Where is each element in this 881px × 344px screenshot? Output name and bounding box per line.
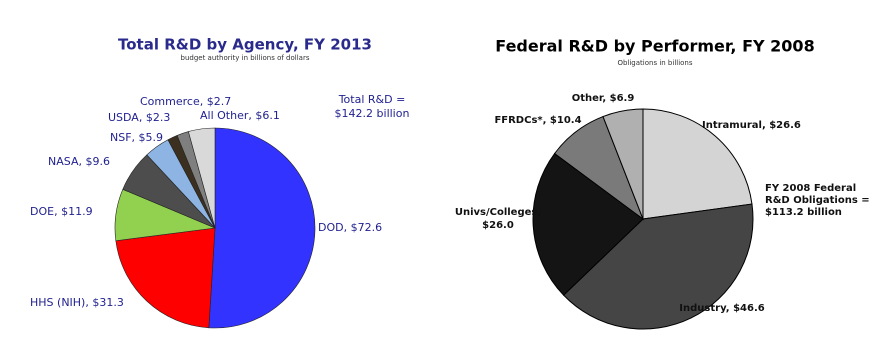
annotation: $113.2 billion	[765, 207, 842, 218]
slice-label: Intramural, $26.6	[702, 120, 801, 131]
slice-label: $26.0	[482, 220, 514, 231]
pie-slice	[602, 108, 644, 220]
slice-label: DOD, $72.6	[318, 221, 382, 234]
slice-label: FFRDCs*, $10.4	[494, 115, 581, 126]
chart-subtitle: Obligations in billions	[617, 59, 692, 67]
pie-slice	[642, 108, 753, 220]
slice-label: USDA, $2.3	[108, 111, 170, 124]
pie-slice	[562, 203, 754, 330]
annotation: FY 2008 Federal	[765, 183, 856, 194]
annotation: Total R&D =	[338, 93, 406, 106]
slice-label: DOE, $11.9	[30, 205, 93, 218]
pie-slice	[188, 127, 216, 229]
annotation: R&D Obligations =	[765, 195, 870, 206]
slice-label: Commerce, $2.7	[140, 95, 231, 108]
chart-title: Total R&D by Agency, FY 2013	[118, 36, 372, 54]
slice-label: NSF, $5.9	[110, 131, 163, 144]
slice-label: Univs/Colleges,	[455, 207, 541, 218]
slice-label: All Other, $6.1	[200, 109, 280, 122]
slice-label: HHS (NIH), $31.3	[30, 296, 124, 309]
annotation: $142.2 billion	[335, 107, 410, 120]
pie-slice	[115, 227, 216, 329]
pie-slice	[532, 152, 644, 296]
slice-label: Other, $6.9	[572, 93, 635, 104]
chart-subtitle: budget authority in billions of dollars	[181, 54, 310, 62]
chart-title: Federal R&D by Performer, FY 2008	[495, 37, 814, 56]
slice-label: NASA, $9.6	[48, 155, 110, 168]
slice-label: Industry, $46.6	[679, 303, 764, 314]
pie-slice	[208, 127, 316, 329]
